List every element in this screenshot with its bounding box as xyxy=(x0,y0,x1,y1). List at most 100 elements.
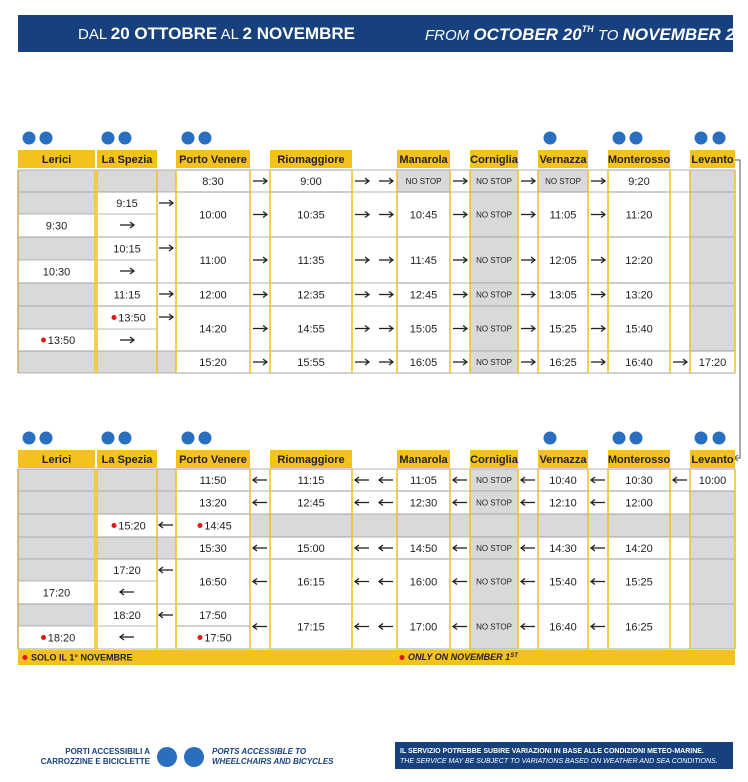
departure-time: 10:30 xyxy=(625,475,653,487)
footnote-bar xyxy=(18,650,735,665)
departure-time: 13:50 xyxy=(118,312,146,324)
arrow-head xyxy=(462,324,469,333)
no-stop-cell xyxy=(470,237,518,283)
departure-time: 16:50 xyxy=(199,576,227,588)
accessibility-icon xyxy=(101,431,115,445)
departure-time: 17:20 xyxy=(43,587,71,599)
arrow-head xyxy=(682,358,689,366)
no-stop-cell xyxy=(538,170,588,192)
arrow-head xyxy=(462,358,469,366)
departure-time: 12:20 xyxy=(625,255,653,267)
footnote-dot xyxy=(399,655,405,660)
arrow-head xyxy=(364,290,371,299)
notice-box xyxy=(395,742,733,769)
no-stop: NO STOP xyxy=(476,177,512,186)
gray-cell xyxy=(18,604,95,626)
station-header xyxy=(270,450,352,468)
departure-time: 17:20 xyxy=(113,565,141,577)
departure-time: 14:30 xyxy=(549,543,577,555)
arrow-head xyxy=(262,290,269,299)
no-stop: NO STOP xyxy=(406,177,442,186)
legend-en: WHEELCHAIRS AND BICYCLES xyxy=(212,757,334,766)
arrow-head xyxy=(262,358,269,366)
arrow-head xyxy=(462,290,469,299)
arrow-head xyxy=(364,324,371,333)
departure-time: 11:05 xyxy=(550,209,577,221)
station-name: Porto Venere xyxy=(179,454,247,466)
no-stop: NO STOP xyxy=(476,623,512,632)
departure-time: 17:00 xyxy=(410,621,438,633)
arrow-head xyxy=(377,498,384,507)
station-header xyxy=(97,450,157,468)
header-date: OCTOBER 20 xyxy=(473,25,582,44)
note-dot xyxy=(41,635,46,640)
departure-time: 17:50 xyxy=(204,632,232,644)
departure-time: 14:50 xyxy=(410,543,438,555)
arrow-head xyxy=(364,358,371,366)
arrow-head xyxy=(519,544,526,552)
arrow-head xyxy=(251,622,258,631)
station-header xyxy=(538,450,588,468)
footnote-sup: ST xyxy=(510,653,519,659)
departure-time: 16:25 xyxy=(625,621,653,633)
arrow-head xyxy=(600,290,607,299)
arrow-head xyxy=(168,313,175,321)
accessibility-icon xyxy=(181,431,195,445)
arrow-head xyxy=(157,521,164,529)
arrow-head xyxy=(451,476,458,484)
no-stop: NO STOP xyxy=(476,325,512,334)
no-stop: NO STOP xyxy=(476,476,512,485)
departure-time: 10:40 xyxy=(549,475,577,487)
arrow-head xyxy=(118,588,125,596)
arrow-head xyxy=(519,577,526,586)
arrow-head xyxy=(118,633,125,641)
arrow-head xyxy=(388,290,395,299)
footnote-dot xyxy=(22,655,28,660)
arrow-head xyxy=(262,210,269,219)
accessibility-icon xyxy=(118,431,132,445)
departure-time: 10:00 xyxy=(699,475,727,487)
header-date: 20 OTTOBRE xyxy=(111,24,217,43)
gray-cell xyxy=(97,469,176,514)
no-stop-cell xyxy=(470,604,518,649)
arrow-head xyxy=(168,199,175,207)
departure-time: 15:55 xyxy=(297,357,325,369)
arrow-head xyxy=(377,544,384,552)
footnote-en: ONLY ON NOVEMBER 1ST xyxy=(408,652,519,662)
departure-time: 15:20 xyxy=(118,520,146,532)
accessibility-icon xyxy=(22,131,36,145)
icon-bicycle xyxy=(157,747,177,767)
arrow-head xyxy=(251,498,258,507)
station-name: Monterosso xyxy=(608,454,671,466)
departure-time: 15:25 xyxy=(625,576,653,588)
arrow-head xyxy=(462,210,469,219)
legend-it: PORTI ACCESSIBILI A xyxy=(65,747,150,756)
arrow-head xyxy=(251,476,258,484)
station-header xyxy=(690,450,735,468)
no-stop: NO STOP xyxy=(476,211,512,220)
departure-time: 17:20 xyxy=(699,357,727,369)
departure-time: 10:45 xyxy=(410,209,438,221)
header-text: DAL xyxy=(78,26,107,43)
arrow-head xyxy=(157,566,164,574)
arrow-head xyxy=(589,622,596,631)
arrow-head xyxy=(519,622,526,631)
departure-time: 11:35 xyxy=(298,255,325,267)
departure-time: 12:10 xyxy=(549,497,577,509)
accessibility-icon xyxy=(712,131,726,145)
station-name: Levanto xyxy=(691,154,733,166)
arrow-head xyxy=(589,498,596,507)
notice-en: THE SERVICE MAY BE SUBJECT TO VARIATIONS… xyxy=(400,758,718,765)
station-name: Manarola xyxy=(399,454,448,466)
header-bar xyxy=(18,15,733,52)
station-header xyxy=(176,150,250,168)
arrow-head xyxy=(530,177,537,185)
station-header xyxy=(176,450,250,468)
arrow-head xyxy=(353,622,360,631)
gray-cell xyxy=(690,170,735,351)
no-stop: NO STOP xyxy=(476,358,512,367)
arrow-head xyxy=(388,256,395,264)
connector xyxy=(735,159,741,459)
arrow-head xyxy=(353,577,360,586)
accessibility-icon xyxy=(712,431,726,445)
